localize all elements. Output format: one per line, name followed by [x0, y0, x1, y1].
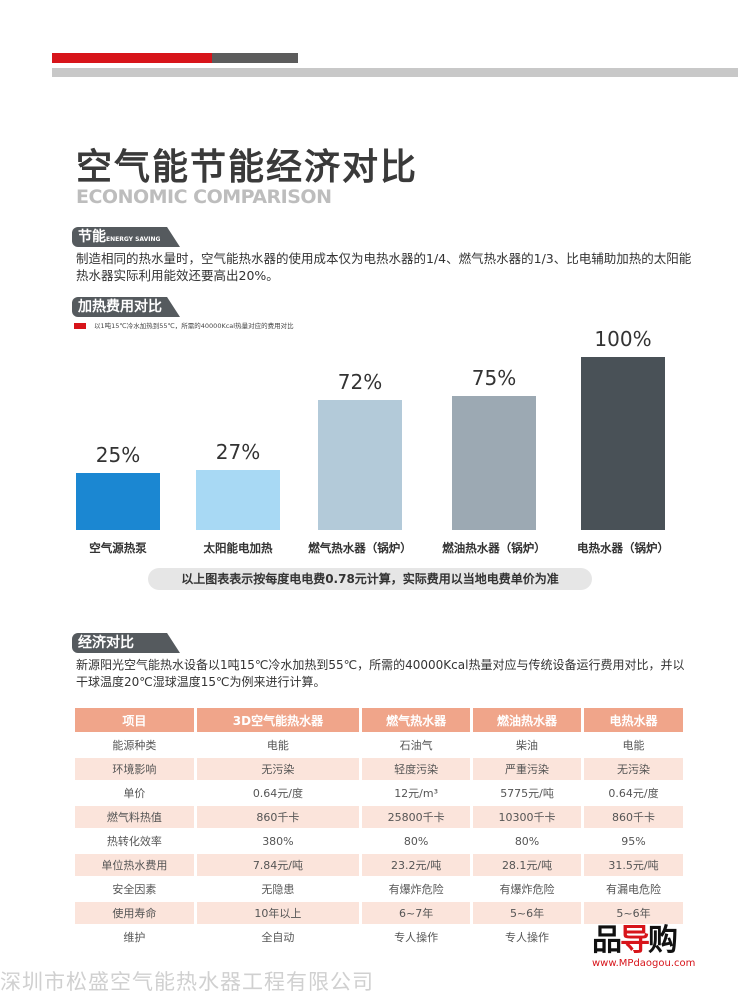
legend-swatch — [74, 323, 86, 329]
table-cell: 无污染 — [196, 758, 360, 780]
table-header-cell: 项目 — [75, 708, 194, 732]
table-cell: 5~6年 — [584, 902, 683, 924]
table-header-row: 项目 3D空气能热水器 燃气热水器 燃油热水器 电热水器 — [75, 708, 683, 732]
table-cell: 维护 — [123, 931, 146, 944]
bar-category-label: 太阳能电加热 — [203, 541, 273, 555]
watermark-logo-mark: 品导购 — [592, 923, 678, 958]
bar-value-label: 100% — [594, 327, 652, 351]
bar-category-label: 燃气热水器（锅炉） — [308, 541, 412, 555]
table-cell: 31.5元/吨 — [584, 854, 683, 876]
table-row: 维护 全自动 专人操作 专人操作 — [75, 926, 683, 948]
table-cell: 单价 — [123, 787, 146, 800]
table-cell: 电能 — [266, 739, 289, 752]
bar-value-label: 25% — [95, 443, 141, 468]
gray-header-bar — [212, 53, 298, 63]
table-row: 安全因素 无隐患 有爆炸危险 有爆炸危险 有漏电危险 — [75, 878, 683, 900]
table-row: 热转化效率 380% 80% 80% 95% — [75, 830, 683, 852]
table-cell: 380% — [262, 834, 294, 848]
table-cell: 7.84元/吨 — [196, 854, 360, 876]
table-row: 能源种类 电能 石油气 柴油 电能 — [75, 734, 683, 756]
table-cell: 燃气料热值 — [75, 806, 194, 828]
table-cell: 0.64元/度 — [252, 787, 304, 800]
table-cell: 6~7年 — [362, 902, 471, 924]
table-row: 燃气料热值 860千卡 25800千卡 10300千卡 860千卡 — [75, 806, 683, 828]
table-cell: 12元/m³ — [394, 787, 439, 800]
watermark-url: www.MPdaogou.com — [592, 958, 696, 969]
bar-category-label: 燃油热水器（锅炉） — [442, 541, 546, 555]
header-rule — [52, 68, 738, 77]
bar-value-label: 72% — [337, 370, 383, 395]
energy-saving-tag: 节能ENERGY SAVING — [72, 227, 180, 247]
table-cell: 有爆炸危险 — [499, 883, 555, 896]
table-cell: 环境影响 — [75, 758, 194, 780]
bar-value-label: 75% — [471, 365, 517, 390]
bar-category-label: 空气源热泵 — [89, 541, 147, 555]
legend-text: 以1吨15℃冷水加热到55℃，所需的40000Kcal热量对应的费用对比 — [94, 322, 294, 330]
table-cell: 电能 — [622, 739, 645, 752]
table-cell: 0.64元/度 — [608, 787, 659, 800]
table-cell: 80% — [403, 834, 429, 848]
bar — [196, 470, 280, 530]
table-cell: 95% — [621, 834, 646, 848]
comparison-table: 项目 3D空气能热水器 燃气热水器 燃油热水器 电热水器 能源种类 电能 石油气 柴油 电能环境… — [72, 706, 686, 950]
page-subtitle: ECONOMIC COMPARISON — [76, 186, 332, 208]
economic-text: 新源阳光空气能热水设备以1吨15℃冷水加热到55℃，所需的40000Kcal热量… — [76, 658, 685, 689]
table-row: 使用寿命 10年以上 6~7年 5~6年 5~6年 — [75, 902, 683, 924]
table-cell: 专人操作 — [505, 931, 550, 944]
table-cell: 专人操作 — [394, 931, 439, 944]
table-cell: 25800千卡 — [362, 806, 471, 828]
table-cell: 石油气 — [399, 739, 433, 752]
table-cell: 单位热水费用 — [75, 854, 194, 876]
table-row: 环境影响 无污染 轻度污染 严重污染 无污染 — [75, 758, 683, 780]
table-row: 单位热水费用 7.84元/吨 23.2元/吨 28.1元/吨 31.5元/吨 — [75, 854, 683, 876]
table-header-cell: 3D空气能热水器 — [196, 708, 360, 732]
page-title: 空气能节能经济对比 — [76, 147, 419, 188]
watermark-logo: 品导购 www.MPdaogou.com — [592, 924, 738, 980]
table-header-cell: 电热水器 — [584, 708, 683, 732]
table-cell: 5775元/吨 — [500, 787, 554, 800]
table-cell: 柴油 — [516, 739, 539, 752]
table-cell: 能源种类 — [112, 739, 157, 752]
table-cell: 23.2元/吨 — [362, 854, 471, 876]
table-cell: 无隐患 — [261, 883, 295, 896]
bar — [581, 357, 665, 530]
table-cell: 热转化效率 — [106, 835, 162, 848]
energy-saving-tag-en: ENERGY SAVING — [106, 236, 161, 243]
table-cell: 严重污染 — [473, 758, 582, 780]
energy-saving-text: 制造相同的热水量时，空气能热水器的使用成本仅为电热水器的1/4、燃气热水器的1/… — [76, 251, 692, 283]
table-cell: 安全因素 — [112, 883, 157, 896]
table-header-cell: 燃油热水器 — [473, 708, 582, 732]
bar-value-label: 27% — [215, 440, 261, 465]
red-header-bar — [52, 53, 212, 63]
table-cell: 80% — [514, 834, 540, 848]
economic-tag: 经济对比 — [72, 633, 180, 653]
table-cell: 10300千卡 — [473, 806, 582, 828]
heating-cost-tag: 加热费用对比 — [72, 297, 180, 317]
table-row: 单价 0.64元/度 12元/m³ 5775元/吨 0.64元/度 — [75, 782, 683, 804]
table-cell: 有漏电危险 — [606, 883, 661, 896]
chart-note: 以上图表表示按每度电电费0.78元计算，实际费用以当地电费单价为准 — [148, 568, 592, 590]
table-cell: 无污染 — [584, 758, 683, 780]
energy-saving-tag-label: 节能 — [78, 229, 106, 245]
table-header-cell: 燃气热水器 — [362, 708, 471, 732]
table-cell: 860千卡 — [584, 806, 683, 828]
table-cell: 全自动 — [261, 931, 295, 944]
bar — [318, 400, 402, 530]
bar-category-label: 电热水器（锅炉） — [577, 541, 669, 555]
bar — [452, 395, 536, 530]
table-cell: 28.1元/吨 — [473, 854, 582, 876]
company-name: 深圳市松盛空气能热水器工程有限公司 — [0, 970, 374, 994]
table-cell: 轻度污染 — [362, 758, 471, 780]
table-cell: 10年以上 — [196, 902, 360, 924]
table-cell: 860千卡 — [196, 806, 360, 828]
table-cell: 有爆炸危险 — [388, 883, 444, 896]
bar — [76, 473, 160, 530]
table-cell: 5~6年 — [473, 902, 582, 924]
table-cell: 使用寿命 — [75, 902, 194, 924]
